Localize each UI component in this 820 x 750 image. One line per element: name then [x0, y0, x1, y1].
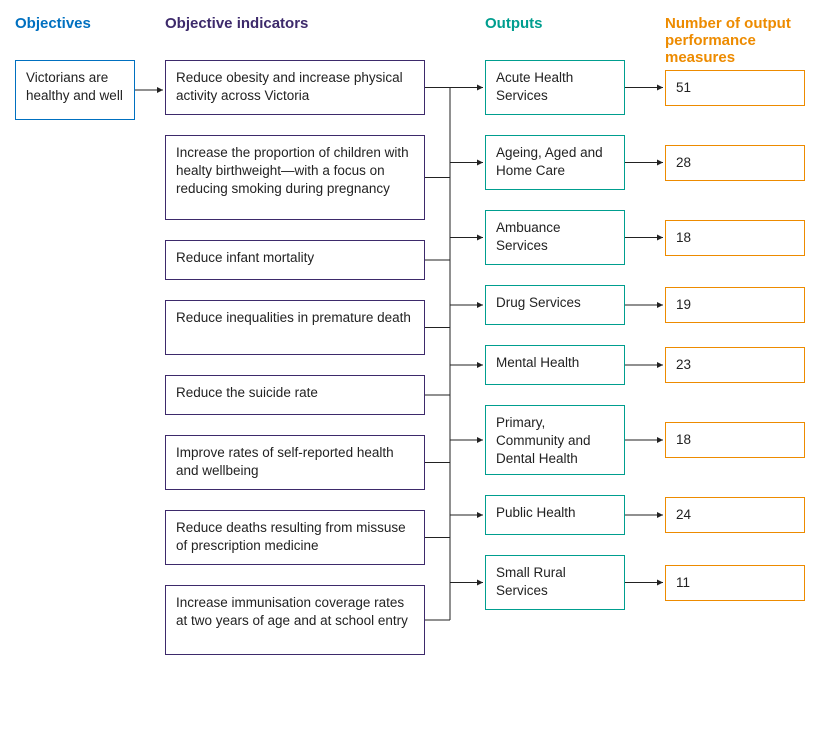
output-box-7: Small Rural Services	[485, 555, 625, 610]
flow-diagram: ObjectivesObjective indicatorsOutputsNum…	[15, 15, 805, 735]
measure-box-0: 51	[665, 70, 805, 106]
output-box-0: Acute Health Services	[485, 60, 625, 115]
measure-box-1: 28	[665, 145, 805, 181]
measure-box-3: 19	[665, 287, 805, 323]
indicator-box-4: Reduce the suicide rate	[165, 375, 425, 415]
indicator-box-3: Reduce inequalities in premature death	[165, 300, 425, 355]
indicator-box-1: Increase the proportion of children with…	[165, 135, 425, 220]
header-indicators: Objective indicators	[165, 15, 445, 32]
header-measures: Number of output performance measures	[665, 15, 820, 66]
measure-box-2: 18	[665, 220, 805, 256]
indicator-box-2: Reduce infant mortality	[165, 240, 425, 280]
measure-box-4: 23	[665, 347, 805, 383]
measure-box-5: 18	[665, 422, 805, 458]
output-box-3: Drug Services	[485, 285, 625, 325]
output-box-2: Ambuance Services	[485, 210, 625, 265]
output-box-4: Mental Health	[485, 345, 625, 385]
objective-box: Victorians are healthy and well	[15, 60, 135, 120]
measure-box-6: 24	[665, 497, 805, 533]
indicator-box-7: Increase immunisation coverage rates at …	[165, 585, 425, 655]
output-box-1: Ageing, Aged and Home Care	[485, 135, 625, 190]
header-outputs: Outputs	[485, 15, 645, 32]
indicator-box-0: Reduce obesity and increase physical act…	[165, 60, 425, 115]
header-objectives: Objectives	[15, 15, 155, 32]
output-box-5: Primary, Community and Dental Health	[485, 405, 625, 475]
measure-box-7: 11	[665, 565, 805, 601]
indicator-box-6: Reduce deaths resulting from missuse of …	[165, 510, 425, 565]
indicator-box-5: Improve rates of self-reported health an…	[165, 435, 425, 490]
output-box-6: Public Health	[485, 495, 625, 535]
